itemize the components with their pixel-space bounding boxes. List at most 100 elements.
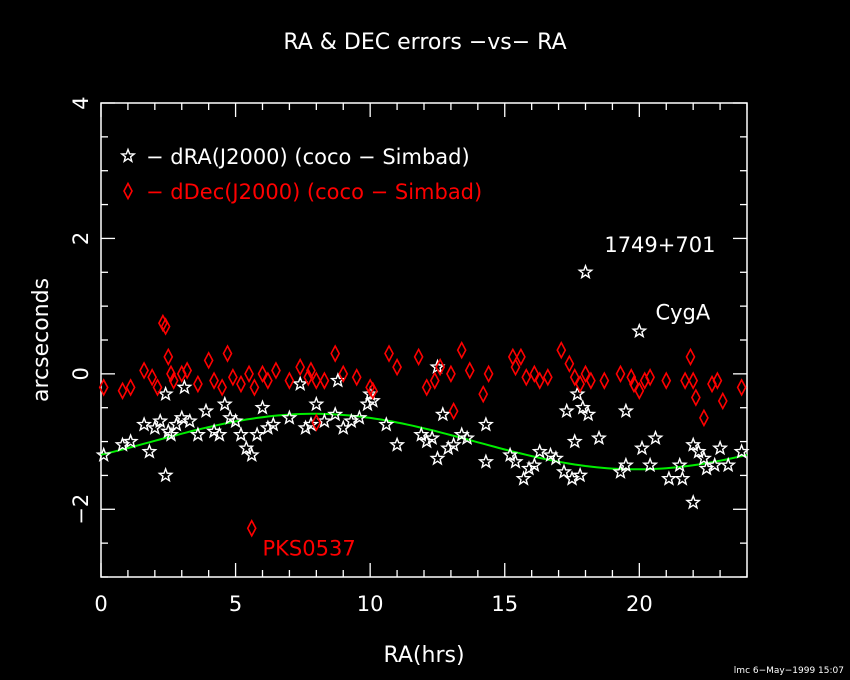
dra-point [297, 419, 314, 435]
ddec-point [117, 381, 128, 400]
dra-point [612, 463, 629, 479]
ddec-point [295, 357, 306, 377]
ddec-point [168, 371, 179, 390]
dra-point [265, 416, 282, 432]
annotations-layer: 1749+701 CygA PKS0537 [263, 233, 716, 560]
chart-title: RA & DEC errors −vs− RA [283, 30, 567, 55]
ddec-point [429, 371, 440, 390]
ddec-point [244, 364, 254, 384]
ddec-point [192, 374, 203, 394]
dra-point [515, 470, 532, 486]
ddec-point [446, 364, 456, 384]
ddec-point [507, 347, 518, 367]
x-tick-label: 0 [94, 592, 107, 616]
ddec-point [311, 413, 322, 432]
axis-ticks: 0 5 10 15 20 −2 0 2 4 [69, 96, 748, 616]
dra-point [720, 456, 737, 473]
ddec-point [182, 361, 193, 380]
dra-point [423, 429, 441, 446]
dra-point [641, 456, 659, 473]
dra-point [685, 493, 702, 510]
ddec-point [384, 344, 394, 363]
ddec-point [435, 357, 446, 377]
dra-point [351, 409, 368, 425]
dra-point [364, 392, 381, 408]
dra-point [243, 446, 260, 463]
ddec-point [262, 371, 273, 390]
dra-point [173, 409, 190, 425]
ddec-point [421, 378, 432, 397]
ddec-point [203, 351, 214, 370]
ddec-point [585, 371, 596, 390]
dra-point [429, 449, 446, 466]
ddec-point [564, 354, 575, 373]
dra-point [547, 449, 565, 466]
legend-label: − dRA(J2000) (coco − Simbad) [146, 145, 470, 169]
ddec-point [166, 364, 176, 384]
annotation-label: CygA [655, 301, 710, 325]
dra-point [335, 419, 352, 435]
dra-point [671, 456, 688, 473]
ddec-point [456, 340, 467, 360]
x-tick-label: 15 [491, 592, 518, 616]
ddec-point [599, 371, 610, 390]
dra-point [690, 443, 707, 459]
dra-point [146, 419, 163, 435]
dra-point [413, 426, 430, 442]
dra-point [181, 412, 198, 429]
ddec-point [629, 374, 639, 394]
ddec-point [542, 368, 553, 387]
ddec-point [448, 401, 459, 421]
dra-point [520, 460, 538, 476]
legend-label: − dDec(J2000) (coco − Simbad) [146, 180, 482, 204]
dra-point [95, 446, 112, 463]
ddec-point [147, 368, 158, 387]
dra-point [440, 439, 457, 456]
dra-point [631, 322, 648, 339]
ddec-point [680, 371, 690, 390]
ddec-point [661, 371, 672, 390]
x-axis-label: RA(hrs) [383, 643, 464, 668]
ddec-point [98, 378, 109, 397]
ddec-point [351, 368, 362, 387]
dra-point [359, 395, 376, 412]
ddec-point [236, 374, 246, 394]
dra-point [254, 399, 271, 415]
y-tick-label: 4 [69, 96, 93, 109]
dra-point [168, 416, 185, 432]
dra-point [577, 263, 594, 280]
ddec-point [688, 371, 699, 390]
dra-point [122, 433, 139, 449]
ddec-point [717, 391, 728, 411]
legend-diamond-icon [123, 181, 133, 201]
ddec-point [284, 371, 295, 390]
ddec-point [319, 371, 330, 390]
dra-point [136, 416, 153, 432]
dra-point [617, 456, 635, 473]
dra-point [176, 378, 193, 395]
dra-point [418, 433, 435, 449]
ddec-point [569, 368, 580, 387]
dra-point [141, 443, 158, 459]
dra-point [477, 453, 495, 469]
dra-point [248, 426, 266, 442]
ddec-point [257, 364, 268, 384]
x-tick-label: 20 [626, 592, 653, 616]
dra-point [362, 385, 379, 402]
ddec-point [303, 368, 314, 387]
ddec-point [483, 364, 494, 384]
dra-point [569, 385, 586, 402]
dra-point [445, 436, 462, 452]
y-tick-label: −2 [69, 494, 93, 525]
dra-point [238, 439, 255, 456]
ddec-point [685, 347, 696, 367]
dra-point [574, 399, 591, 415]
ddec-point [338, 364, 349, 384]
ddec-point [271, 361, 281, 380]
ddec-point [413, 347, 424, 367]
dra-point [580, 405, 597, 422]
ddec-point [736, 378, 747, 397]
ddec-point [311, 371, 322, 390]
dra-point [189, 426, 207, 442]
dra-point [302, 416, 319, 432]
